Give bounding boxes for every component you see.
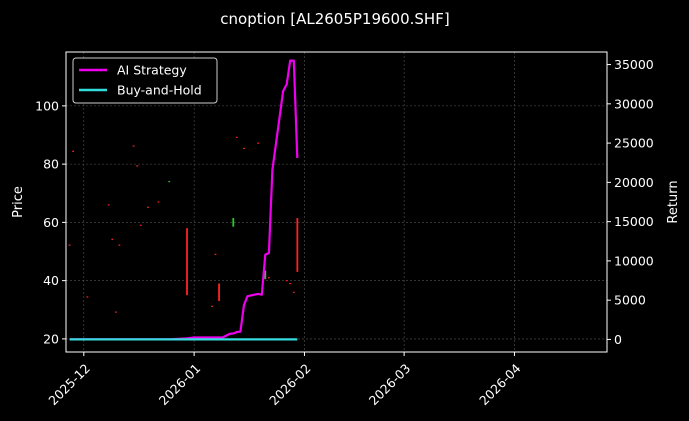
plot-frame xyxy=(65,51,608,353)
candle xyxy=(146,206,149,208)
legend-box xyxy=(72,57,218,104)
x-tick-label: 2026-04 xyxy=(476,361,524,409)
x-axis: 2025-12 2026-01 2026-02 2026-03 2026-04 xyxy=(45,352,524,409)
candle xyxy=(86,296,89,298)
candle xyxy=(232,218,235,227)
y2-tick-label: 30000 xyxy=(614,96,654,111)
y-axis-label: Price xyxy=(11,186,26,218)
candle xyxy=(264,270,267,280)
candle xyxy=(218,283,220,302)
y2-tick-label: 15000 xyxy=(614,214,654,229)
x-tick-label: 2026-02 xyxy=(266,361,314,409)
y-tick-label: 60 xyxy=(43,215,59,230)
candle xyxy=(289,282,292,285)
x-tick-label: 2025-12 xyxy=(45,361,93,409)
candle xyxy=(243,147,245,150)
y-tick-label: 80 xyxy=(43,157,59,172)
candle xyxy=(118,244,121,246)
candle xyxy=(168,181,171,183)
y2-tick-label: 25000 xyxy=(614,136,654,151)
y2-axis: 0 5000 10000 15000 20000 25000 30000 35000 xyxy=(607,57,654,347)
candle xyxy=(107,204,110,206)
y2-tick-label: 5000 xyxy=(614,293,646,308)
candle xyxy=(132,145,135,147)
y2-tick-label: 10000 xyxy=(614,253,654,268)
candle xyxy=(267,277,270,279)
chart-title: cnoption [AL2605P19600.SHF] xyxy=(220,10,449,28)
y2-tick-label: 0 xyxy=(614,332,622,347)
candle xyxy=(235,136,238,138)
y-tick-label: 40 xyxy=(43,273,59,288)
x-tick-label: 2026-01 xyxy=(156,361,204,409)
candle xyxy=(114,311,117,313)
candle xyxy=(186,228,188,296)
candle xyxy=(296,218,299,272)
y2-tick-label: 20000 xyxy=(614,175,654,190)
y2-axis-label: Return xyxy=(666,180,681,223)
y-tick-label: 100 xyxy=(35,98,59,113)
y-tick-label: 20 xyxy=(43,331,59,346)
candle xyxy=(111,238,114,240)
y2-tick-label: 35000 xyxy=(614,57,654,72)
candle xyxy=(157,201,160,203)
y-axis: 20 40 60 80 100 xyxy=(35,98,66,346)
candle xyxy=(72,150,75,152)
candle xyxy=(211,305,213,307)
x-tick-label: 2026-03 xyxy=(366,361,414,409)
candle xyxy=(285,280,288,282)
candle xyxy=(136,165,139,167)
candle xyxy=(214,253,217,256)
candle xyxy=(139,224,142,226)
legend-label: Buy-and-Hold xyxy=(117,83,202,98)
legend: AI Strategy Buy-and-Hold xyxy=(72,57,218,104)
legend-label: AI Strategy xyxy=(117,63,187,78)
candle xyxy=(68,244,71,246)
candles xyxy=(68,136,299,313)
candle xyxy=(257,142,260,144)
candle xyxy=(292,291,295,293)
series-lines xyxy=(69,59,299,341)
